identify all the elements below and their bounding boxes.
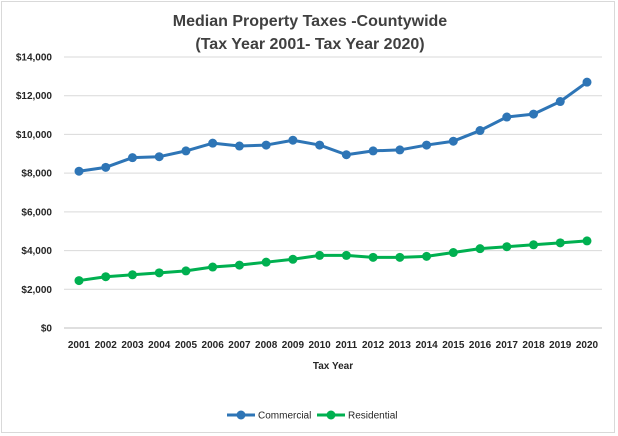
x-tick-label: 2011 — [336, 340, 358, 351]
data-point-residential — [315, 250, 325, 260]
x-tick-label: 2012 — [362, 340, 385, 351]
data-point-commercial — [234, 141, 244, 151]
data-point-commercial — [288, 135, 298, 145]
data-point-residential — [288, 254, 298, 264]
data-point-residential — [101, 272, 111, 282]
x-tick-label: 2018 — [522, 340, 545, 351]
data-point-residential — [395, 252, 405, 262]
data-point-residential — [368, 252, 378, 262]
x-tick-label: 2002 — [95, 340, 118, 351]
data-point-residential — [502, 242, 512, 252]
legend-label-commercial: Commercial — [258, 411, 311, 422]
y-tick-label: $4,000 — [21, 246, 52, 257]
data-point-commercial — [341, 150, 351, 160]
data-point-commercial — [422, 140, 432, 150]
y-tick-label: $2,000 — [21, 285, 52, 296]
x-tick-label: 2004 — [148, 340, 171, 351]
x-tick-label: 2001 — [68, 340, 91, 351]
data-point-commercial — [448, 136, 458, 146]
data-point-commercial — [395, 145, 405, 155]
x-axis-ticks: 2001 2002 2003 2004 2005 2006 2007 2008 2009 2010… — [68, 340, 599, 351]
data-point-commercial — [315, 140, 325, 150]
data-point-residential — [181, 266, 191, 276]
gridlines — [64, 56, 602, 329]
x-tick-label: 2016 — [469, 340, 492, 351]
x-tick-label: 2009 — [282, 340, 305, 351]
x-tick-label: 2003 — [121, 340, 144, 351]
x-tick-label: 2008 — [255, 340, 278, 351]
x-tick-label: 2015 — [442, 340, 465, 351]
series-line-commercial — [77, 80, 589, 173]
data-point-commercial — [582, 77, 592, 87]
data-point-residential — [475, 244, 485, 254]
data-point-residential — [74, 276, 84, 286]
data-point-commercial — [502, 112, 512, 122]
legend-label-residential: Residential — [348, 411, 397, 422]
x-tick-label: 2019 — [549, 340, 572, 351]
y-tick-label: $12,000 — [16, 91, 53, 102]
data-point-residential — [234, 260, 244, 270]
data-point-commercial — [368, 146, 378, 156]
data-point-residential — [261, 257, 271, 267]
chart-title-line-1: Median Property Taxes -Countywide — [173, 13, 448, 30]
x-tick-label: 2020 — [576, 340, 599, 351]
data-point-residential — [422, 251, 432, 261]
data-point-commercial — [208, 138, 218, 148]
data-point-commercial — [74, 166, 84, 176]
y-tick-label: $14,000 — [16, 53, 53, 64]
data-point-residential — [529, 240, 539, 250]
legend-marker-commercial — [236, 410, 246, 420]
y-tick-label: $10,000 — [16, 130, 53, 141]
x-tick-label: 2013 — [389, 340, 412, 351]
x-tick-label: 2007 — [228, 340, 251, 351]
y-axis-ticks: $0 $2,000 $4,000 $6,000 $8,000 $10,000 $12,000… — [16, 53, 53, 335]
data-point-residential — [582, 236, 592, 246]
data-point-residential — [448, 248, 458, 258]
chart-title-line-2: (Tax Year 2001- Tax Year 2020) — [195, 36, 424, 53]
y-tick-label: $6,000 — [21, 207, 52, 218]
x-tick-label: 2017 — [496, 340, 519, 351]
x-tick-label: 2010 — [309, 340, 332, 351]
legend-marker-residential — [326, 410, 336, 420]
data-point-residential — [154, 268, 164, 278]
data-point-commercial — [154, 152, 164, 162]
x-axis-title: Tax Year — [313, 361, 353, 372]
x-tick-label: 2006 — [202, 340, 225, 351]
x-tick-label: 2005 — [175, 340, 198, 351]
data-point-commercial — [555, 97, 565, 107]
y-tick-label: $8,000 — [21, 169, 52, 180]
data-point-commercial — [529, 109, 539, 119]
x-tick-label: 2014 — [415, 340, 438, 351]
legend: Commercial Residential — [227, 410, 397, 422]
data-point-commercial — [101, 162, 111, 172]
series-layer — [74, 77, 592, 286]
data-point-residential — [208, 262, 218, 272]
data-point-commercial — [181, 146, 191, 156]
data-point-commercial — [261, 140, 271, 150]
data-point-residential — [127, 270, 137, 280]
data-point-residential — [341, 250, 351, 260]
data-point-residential — [555, 238, 565, 248]
data-point-commercial — [475, 126, 485, 136]
y-tick-label: $0 — [41, 324, 53, 335]
data-point-commercial — [127, 153, 137, 163]
